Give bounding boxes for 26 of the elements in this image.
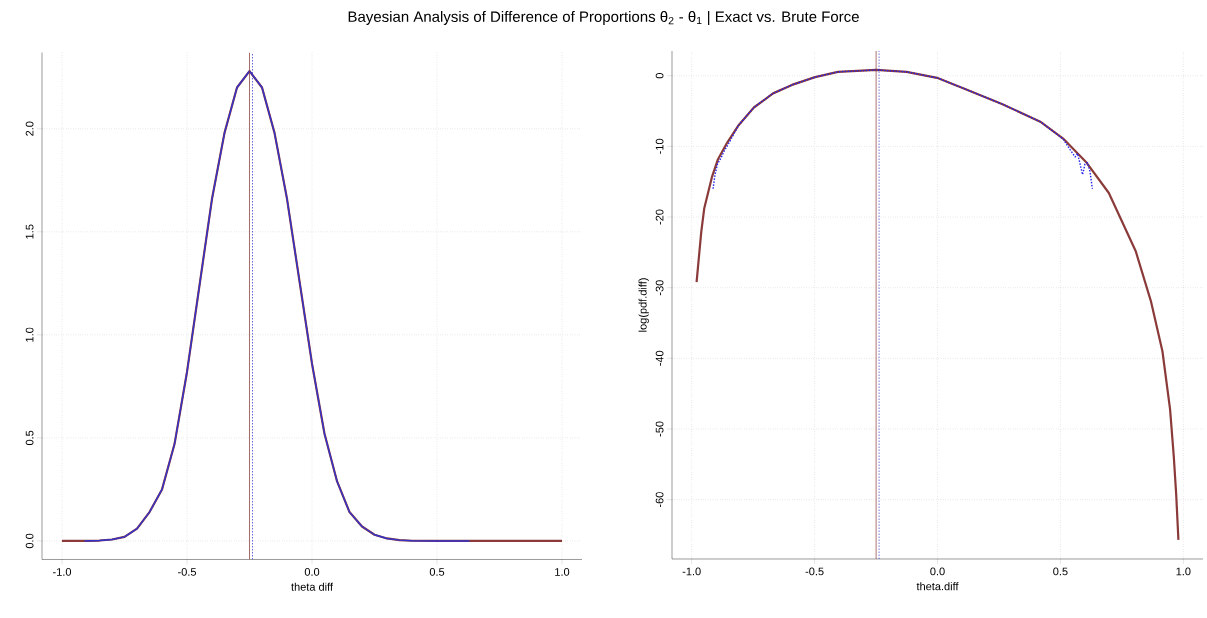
x-axis-title: theta.diff [916, 582, 959, 591]
x-tick-label: -1.0 [53, 568, 72, 576]
y-tick-label: 0 [655, 73, 664, 79]
y-tick-label: -20 [655, 209, 664, 225]
y-tick-label: -40 [655, 350, 664, 366]
x-tick-label: 0.5 [1053, 567, 1068, 576]
y-tick-label: 2.0 [25, 121, 34, 136]
y-tick-label: 1.5 [25, 224, 34, 239]
y-tick-label: -60 [655, 492, 664, 508]
x-tick-label: 0.0 [304, 568, 320, 576]
y-tick-label: -50 [655, 421, 664, 437]
x-tick-label: 0.0 [930, 567, 945, 576]
y-tick-label: 0.5 [25, 430, 34, 446]
x-tick-label: 1.0 [1176, 567, 1191, 576]
x-axis-title: theta diff [291, 582, 334, 591]
y-tick-label: -30 [655, 280, 664, 296]
x-tick-label: -1.0 [682, 567, 701, 576]
x-tick-label: -0.5 [805, 567, 824, 576]
y-tick-label: -10 [655, 138, 664, 154]
y-tick-label: 1.0 [25, 327, 34, 342]
chart-title: Bayesian Analysis of Difference of Proportions θ$_{2}$ - θ$_{1}$ | Exact vs. Brute Force [348, 10, 859, 26]
x-tick-label: 1.0 [555, 568, 570, 576]
x-tick-label: -0.5 [178, 568, 197, 576]
x-tick-label: 0.5 [429, 568, 445, 576]
y-tick-label: 0.0 [25, 533, 34, 549]
y-axis-title: log(pdf.diff) [638, 278, 649, 332]
